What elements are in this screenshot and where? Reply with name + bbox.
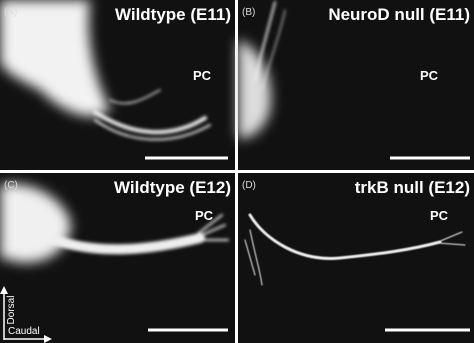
axis-dorsal: Dorsal: [6, 296, 17, 325]
panel-title: trkB null (E12): [355, 178, 470, 197]
panel-d: (D) trkB null (E12) PC: [238, 173, 474, 343]
pc-label: PC: [430, 208, 449, 223]
panel-title: NeuroD null (E11): [328, 5, 470, 24]
panel-c: (C) Wildtype (E12) PC: [0, 173, 235, 343]
panel-label: (C): [4, 180, 18, 191]
panel-b: (B) NeuroD null (E11) PC: [238, 0, 474, 170]
panel-label: (A): [4, 7, 17, 18]
panel-label: (D): [242, 180, 256, 191]
panel-label: (B): [242, 7, 255, 18]
panel-title: Wildtype (E11): [115, 5, 231, 24]
pc-label: PC: [193, 68, 212, 83]
panel-title: Wildtype (E12): [114, 178, 231, 197]
panel-a: (A) Wildtype (E11) PC: [0, 0, 235, 170]
pc-label: PC: [420, 68, 439, 83]
pc-label: PC: [195, 208, 214, 223]
axis-caudal: Caudal: [8, 326, 40, 337]
orientation: Dorsal Caudal: [0, 286, 52, 343]
